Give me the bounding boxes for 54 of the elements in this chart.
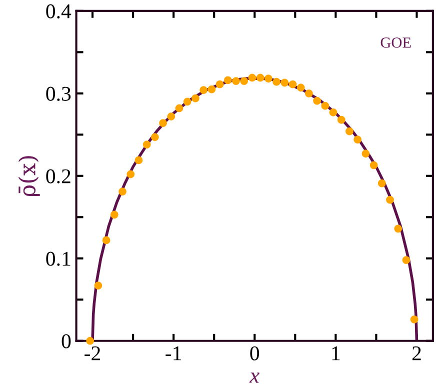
point xyxy=(272,78,280,86)
y-tick-label: 0.1 xyxy=(46,252,70,266)
point xyxy=(304,89,313,98)
point xyxy=(386,196,394,204)
point xyxy=(321,102,330,110)
point xyxy=(329,108,338,116)
point xyxy=(94,282,102,290)
y-axis-title: ρ̄(x) xyxy=(18,156,40,196)
point xyxy=(280,78,289,87)
point xyxy=(410,315,418,324)
point xyxy=(337,116,346,124)
point xyxy=(264,74,272,83)
x-tick-label: -1 xyxy=(166,346,181,360)
point xyxy=(142,140,151,148)
point xyxy=(167,112,176,120)
x-tick-label: -2 xyxy=(84,346,100,360)
annotation: GOE xyxy=(380,37,411,48)
point xyxy=(232,77,240,85)
point xyxy=(313,96,321,105)
point xyxy=(110,210,118,219)
point xyxy=(288,80,297,88)
x-tick-label: 2 xyxy=(412,346,421,360)
y-tick-label: 0 xyxy=(62,334,71,348)
point xyxy=(216,80,224,88)
point xyxy=(370,161,378,170)
point xyxy=(224,76,232,84)
point xyxy=(296,84,305,92)
point xyxy=(183,98,192,106)
point xyxy=(394,224,402,233)
point xyxy=(86,336,94,345)
point xyxy=(248,74,256,82)
y-tick-label: 0.4 xyxy=(46,4,72,18)
point xyxy=(126,170,135,178)
point xyxy=(159,119,167,128)
x-axis-title: x xyxy=(249,372,260,383)
y-tick-label: 0.2 xyxy=(46,169,70,184)
point xyxy=(102,236,110,244)
point xyxy=(175,104,184,112)
point xyxy=(378,179,386,188)
point xyxy=(402,256,410,264)
point xyxy=(346,127,354,136)
point xyxy=(208,85,216,94)
point xyxy=(150,133,159,142)
point xyxy=(118,188,126,196)
y-tick-label: 0.3 xyxy=(46,86,71,101)
point xyxy=(134,156,143,164)
x-tick-label: 0 xyxy=(250,346,260,360)
point xyxy=(192,94,200,102)
point xyxy=(354,136,362,144)
x-tick-label: 1 xyxy=(332,346,340,360)
point xyxy=(256,74,264,82)
point xyxy=(362,150,370,158)
point xyxy=(200,86,208,94)
point xyxy=(240,77,248,85)
